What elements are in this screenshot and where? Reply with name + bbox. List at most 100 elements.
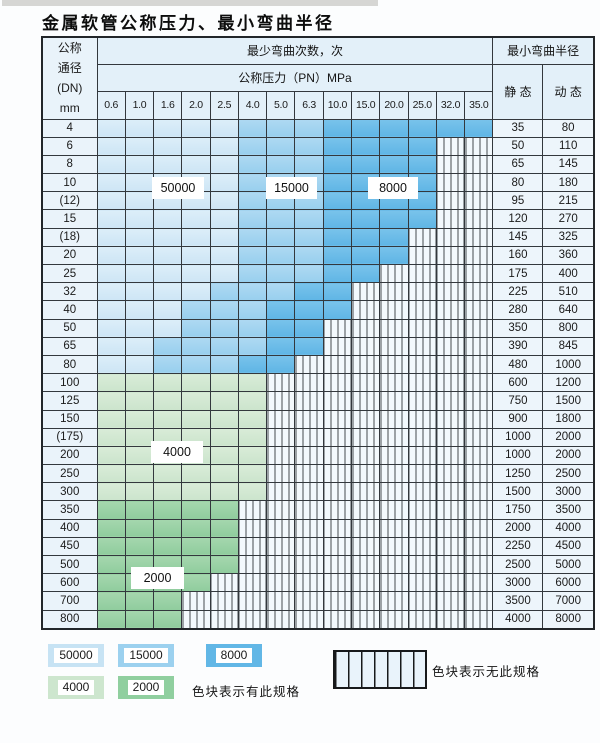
- no-spec-cell: [464, 318, 494, 338]
- cycle-cell: [237, 318, 268, 338]
- no-spec-cell: [379, 573, 409, 593]
- no-spec-cell: [464, 482, 494, 502]
- no-spec-cell: [379, 482, 409, 502]
- cycle-cell: [266, 282, 296, 302]
- no-spec-cell: [351, 445, 381, 466]
- no-spec-cell: [435, 536, 466, 557]
- dynamic-radius-cell: 640: [542, 300, 595, 320]
- no-spec-cell: [322, 391, 353, 411]
- cycle-cell: [322, 118, 353, 138]
- cycle-cell: [464, 118, 494, 138]
- static-radius-cell: 4000: [492, 609, 544, 630]
- cycles-label-8000: 8000: [368, 177, 418, 199]
- no-spec-cell: [209, 573, 239, 593]
- cycle-cell: [181, 354, 211, 375]
- cycle-cell: [237, 300, 268, 320]
- cycle-cell: [294, 154, 324, 175]
- no-spec-cell: [464, 427, 494, 447]
- no-spec-cell: [266, 391, 296, 411]
- table-row: 600 3000 6000: [41, 573, 595, 593]
- cycles-label-4000: 4000: [151, 441, 203, 463]
- dn-cell: 125: [41, 391, 98, 411]
- dn-cell: 8: [41, 154, 98, 175]
- cycle-cell: [124, 482, 155, 502]
- no-spec-cell: [294, 591, 324, 611]
- dn-cell: (18): [41, 227, 98, 247]
- cycle-cell: [124, 191, 155, 211]
- static-radius-cell: 95: [492, 191, 544, 211]
- cycle-cell: [153, 464, 183, 484]
- dynamic-radius-cell: 110: [542, 136, 595, 156]
- cycle-cell: [153, 136, 183, 156]
- no-spec-cell: [379, 391, 409, 411]
- no-spec-cell: [379, 373, 409, 393]
- no-spec-cell: [294, 536, 324, 557]
- cycle-cell: [96, 554, 126, 575]
- legend-chip-8000: 8000: [206, 644, 262, 667]
- cycle-cell: [209, 173, 239, 193]
- no-spec-cell: [464, 591, 494, 611]
- dn-cell: 25: [41, 263, 98, 284]
- cycle-cell: [237, 427, 268, 447]
- no-spec-cell: [322, 591, 353, 611]
- dynamic-radius-cell: 4000: [542, 518, 595, 538]
- no-spec-cell: [407, 263, 437, 284]
- cycle-cell: [209, 500, 239, 520]
- no-spec-cell: [435, 554, 466, 575]
- no-spec-cell: [464, 536, 494, 557]
- dynamic-radius-cell: 1500: [542, 391, 595, 411]
- static-radius-cell: 1000: [492, 427, 544, 447]
- no-spec-cell: [464, 554, 494, 575]
- cycle-cell: [124, 518, 155, 538]
- cycle-cell: [407, 209, 437, 229]
- no-spec-cell: [237, 536, 268, 557]
- cycle-cell: [181, 136, 211, 156]
- cycle-cell: [124, 445, 155, 466]
- cycle-cell: [209, 136, 239, 156]
- cycle-cell: [322, 282, 353, 302]
- no-spec-cell: [464, 173, 494, 193]
- cycle-cell: [322, 245, 353, 266]
- cycle-cell: [124, 336, 155, 356]
- static-radius-cell: 50: [492, 136, 544, 156]
- no-spec-cell: [435, 191, 466, 211]
- dynamic-radius-cell: 7000: [542, 591, 595, 611]
- cycle-cell: [153, 354, 183, 375]
- cycle-cell: [124, 282, 155, 302]
- no-spec-cell: [322, 554, 353, 575]
- no-spec-cell: [266, 409, 296, 429]
- cycle-cell: [266, 263, 296, 284]
- cycle-cell: [153, 118, 183, 138]
- no-spec-cell: [464, 300, 494, 320]
- static-radius-cell: 120: [492, 209, 544, 229]
- cycle-cell: [379, 227, 409, 247]
- no-spec-cell: [322, 354, 353, 375]
- dn-cell: 15: [41, 209, 98, 229]
- no-spec-cell: [464, 518, 494, 538]
- cycle-cell: [181, 282, 211, 302]
- pressure-value-header: 35.0: [464, 90, 494, 120]
- pressure-value-header: 15.0: [351, 90, 381, 120]
- no-spec-cell: [435, 336, 466, 356]
- legend-chip-50000: 50000: [48, 644, 104, 667]
- cycle-cell: [209, 209, 239, 229]
- cycle-cell: [237, 154, 268, 175]
- cycle-cell: [435, 118, 466, 138]
- cycle-cell: [181, 263, 211, 284]
- cycle-cell: [266, 354, 296, 375]
- no-spec-cell: [407, 409, 437, 429]
- dn-cell: 50: [41, 318, 98, 338]
- no-spec-cell: [407, 591, 437, 611]
- static-radius-cell: 3500: [492, 591, 544, 611]
- cycle-cell: [237, 209, 268, 229]
- cycle-cell: [153, 373, 183, 393]
- cycles-label-50000: 50000: [152, 177, 204, 199]
- no-spec-cell: [294, 409, 324, 429]
- no-spec-cell: [464, 445, 494, 466]
- dn-cell: 6: [41, 136, 98, 156]
- cycle-cell: [209, 482, 239, 502]
- legend-chip-2000: 2000: [118, 676, 174, 699]
- pressure-value-header: 5.0: [266, 90, 296, 120]
- cycle-cell: [124, 427, 155, 447]
- cycle-cell: [181, 154, 211, 175]
